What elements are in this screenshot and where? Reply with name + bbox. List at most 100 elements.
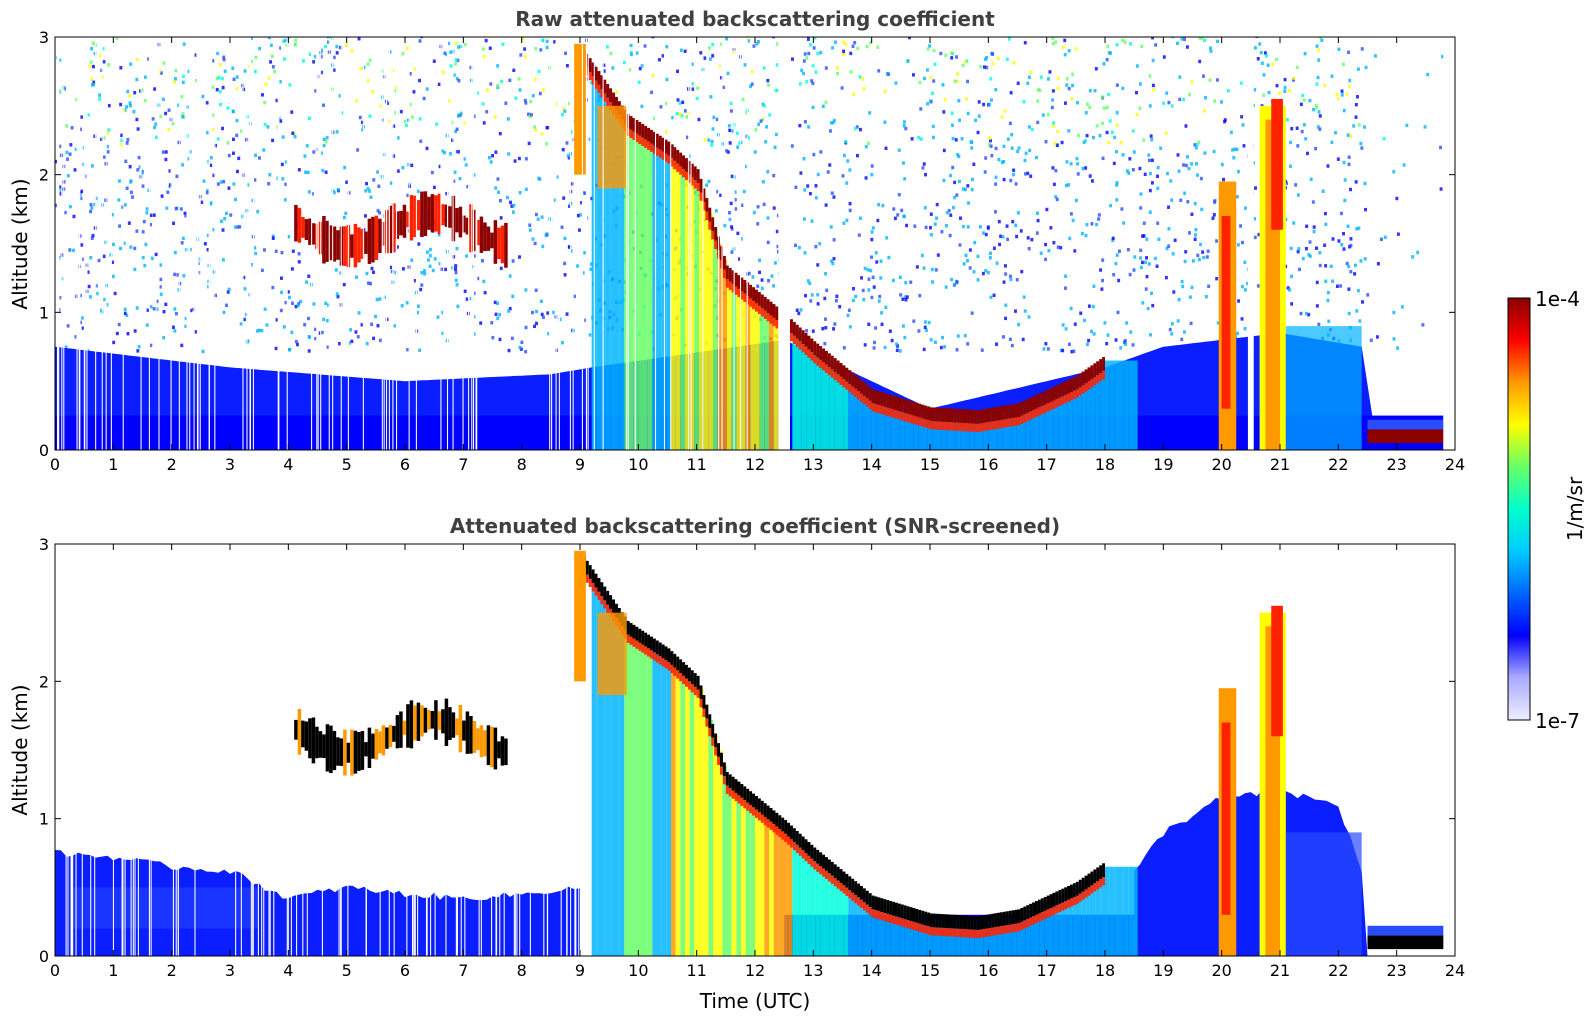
noise-speckle	[94, 284, 98, 288]
elevated-cloud	[346, 742, 351, 763]
cloud-base-core	[1026, 905, 1030, 919]
noise-speckle	[898, 349, 902, 353]
noise-speckle	[538, 177, 542, 181]
noise-speckle	[200, 200, 204, 205]
noise-speckle	[862, 87, 866, 91]
noise-speckle	[481, 102, 485, 106]
cloud-base-core	[588, 58, 592, 72]
cloud-base-edge	[839, 882, 843, 892]
noise-speckle	[338, 341, 341, 346]
cloud-base-edge	[722, 776, 726, 785]
noise-speckle	[1203, 151, 1207, 155]
noise-speckle	[852, 287, 855, 291]
cloud-base-core	[804, 332, 808, 347]
cloud-column	[783, 824, 788, 956]
noise-speckle	[427, 258, 430, 262]
cloud-base-edge	[1035, 914, 1038, 924]
noise-speckle	[476, 91, 480, 95]
cloud-base-edge	[740, 291, 744, 300]
noise-speckle	[824, 272, 828, 276]
top-heatmap	[55, 37, 1455, 450]
cloud-base-core	[652, 638, 656, 653]
noise-speckle	[1315, 246, 1318, 250]
noise-speckle	[941, 335, 944, 340]
cloud-base-edge	[722, 269, 726, 278]
noise-speckle	[284, 300, 288, 305]
x-tick-label: 18	[1095, 961, 1115, 980]
noise-speckle	[63, 210, 67, 215]
noise-speckle	[832, 256, 836, 261]
cloud-base-core	[1099, 865, 1103, 880]
noise-speckle	[151, 117, 155, 121]
elevated-cloud	[364, 742, 368, 757]
noise-speckle	[284, 160, 288, 164]
noise-speckle	[712, 115, 716, 120]
noise-speckle	[297, 168, 301, 172]
data-gap-line	[158, 37, 160, 450]
noise-speckle	[133, 267, 137, 272]
cloud-base-core	[687, 160, 691, 175]
cloud-base-core	[874, 896, 878, 911]
noise-speckle	[68, 248, 72, 252]
noise-speckle	[806, 184, 810, 188]
data-gap	[778, 37, 790, 450]
noise-speckle	[567, 156, 571, 160]
noise-speckle	[288, 83, 292, 87]
noise-speckle	[1047, 77, 1050, 81]
noise-speckle	[66, 157, 69, 161]
cloud-base-edge	[868, 906, 872, 916]
cloud-base-core	[790, 319, 793, 333]
data-gap-line	[560, 846, 562, 956]
noise-speckle	[540, 215, 544, 219]
cloud-column	[741, 283, 746, 450]
noise-speckle	[293, 134, 297, 139]
cloud-column	[834, 870, 839, 956]
noise-speckle	[432, 59, 436, 63]
noise-speckle	[605, 45, 609, 49]
noise-speckle	[1054, 168, 1058, 173]
noise-speckle	[924, 172, 927, 177]
cloud-base-edge	[1075, 895, 1079, 904]
x-tick-label: 1	[108, 455, 118, 474]
noise-speckle	[262, 148, 266, 152]
elevated-cloud	[504, 738, 508, 766]
cloud-column	[843, 877, 849, 956]
noise-speckle	[1056, 86, 1060, 90]
noise-speckle	[966, 79, 970, 84]
noise-speckle	[64, 345, 68, 349]
noise-speckle	[1285, 118, 1289, 122]
noise-speckle	[1298, 267, 1301, 272]
noise-speckle	[58, 185, 62, 189]
noise-speckle	[1027, 246, 1031, 251]
noise-speckle	[126, 137, 130, 142]
noise-speckle	[1315, 280, 1319, 285]
noise-speckle	[212, 59, 216, 63]
noise-speckle	[283, 57, 287, 61]
noise-speckle	[485, 110, 489, 114]
noise-speckle	[1312, 107, 1316, 112]
elevated-cloud	[448, 707, 452, 740]
elevated-cloud	[378, 218, 382, 253]
noise-speckle	[1266, 63, 1270, 67]
noise-speckle	[273, 69, 277, 74]
noise-speckle	[498, 313, 502, 317]
cloud-base-core	[699, 685, 703, 700]
noise-speckle	[288, 347, 292, 352]
data-gap-line	[558, 37, 560, 450]
noise-speckle	[1105, 341, 1109, 346]
cloud-column	[713, 228, 718, 450]
noise-speckle	[966, 225, 970, 229]
noise-speckle	[917, 329, 921, 333]
noise-speckle	[957, 154, 961, 159]
cloud-base-edge	[606, 604, 610, 613]
noise-speckle	[271, 65, 275, 69]
noise-speckle	[1157, 237, 1161, 241]
noise-speckle	[1030, 127, 1034, 132]
noise-speckle	[1102, 62, 1106, 66]
noise-speckle	[1008, 274, 1012, 279]
noise-speckle	[897, 148, 901, 152]
noise-speckle	[1364, 207, 1367, 212]
elevated-cloud	[353, 730, 358, 774]
noise-speckle	[848, 325, 852, 329]
noise-speckle	[811, 329, 815, 333]
